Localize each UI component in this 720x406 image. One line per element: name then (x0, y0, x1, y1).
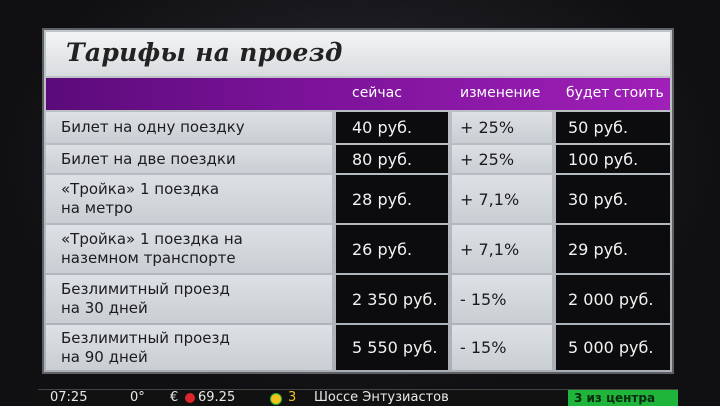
row-label: Билет на две поездки (46, 145, 332, 173)
row-future: 50 руб. (556, 112, 670, 143)
table-row: Билет на две поездки 80 руб. + 25% 100 р… (46, 145, 670, 173)
row-now: 40 руб. (336, 112, 448, 143)
row-future: 2 000 руб. (556, 275, 670, 323)
row-change: + 25% (452, 145, 552, 173)
table-row: «Тройка» 1 поездка на наземном транспорт… (46, 225, 670, 273)
page-title: Тарифы на проезд (66, 38, 343, 67)
row-change: + 7,1% (452, 175, 552, 223)
row-now: 80 руб. (336, 145, 448, 173)
table-header: сейчас изменение будет стоить (46, 78, 670, 110)
header-now: сейчас (352, 85, 402, 101)
table-row: «Тройка» 1 поездка на метро 28 руб. + 7,… (46, 175, 670, 223)
ticker-road: Шоссе Энтузиастов (314, 390, 449, 405)
ticker-time: 07:25 (50, 390, 88, 405)
ticker-temperature: 0° (130, 390, 145, 405)
row-label: Билет на одну поездку (46, 112, 332, 143)
ticker-currency: € (170, 390, 179, 405)
row-label: Безлимитный проезд на 30 дней (46, 275, 332, 323)
tariff-panel: Тарифы на проезд сейчас изменение будет … (44, 30, 672, 372)
row-now: 5 550 руб. (336, 325, 448, 370)
header-future: будет стоить (566, 85, 664, 101)
ticker-rate: 69.25 (198, 390, 236, 405)
row-change: + 7,1% (452, 225, 552, 273)
row-now: 2 350 руб. (336, 275, 448, 323)
row-now: 26 руб. (336, 225, 448, 273)
table-row: Билет на одну поездку 40 руб. + 25% 50 р… (46, 112, 670, 143)
table-row: Безлимитный проезд на 30 дней 2 350 руб.… (46, 275, 670, 323)
row-future: 100 руб. (556, 145, 670, 173)
traffic-light-icon (270, 393, 282, 405)
ticker-extra: 3 из центра (568, 390, 678, 406)
row-now: 28 руб. (336, 175, 448, 223)
row-label: «Тройка» 1 поездка на метро (46, 175, 332, 223)
row-change: - 15% (452, 325, 552, 370)
header-change: изменение (460, 85, 541, 101)
news-ticker: 07:25 0° € 69.25 3 Шоссе Энтузиастов 3 и… (38, 389, 678, 406)
row-change: + 25% (452, 112, 552, 143)
row-future: 29 руб. (556, 225, 670, 273)
table-row: Безлимитный проезд на 90 дней 5 550 руб.… (46, 325, 670, 370)
row-label: Безлимитный проезд на 90 дней (46, 325, 332, 370)
row-label: «Тройка» 1 поездка на наземном транспорт… (46, 225, 332, 273)
row-future: 5 000 руб. (556, 325, 670, 370)
row-change: - 15% (452, 275, 552, 323)
title-bar: Тарифы на проезд (46, 32, 670, 76)
ticker-traffic-score: 3 (288, 390, 297, 405)
row-future: 30 руб. (556, 175, 670, 223)
currency-down-icon (185, 393, 195, 403)
